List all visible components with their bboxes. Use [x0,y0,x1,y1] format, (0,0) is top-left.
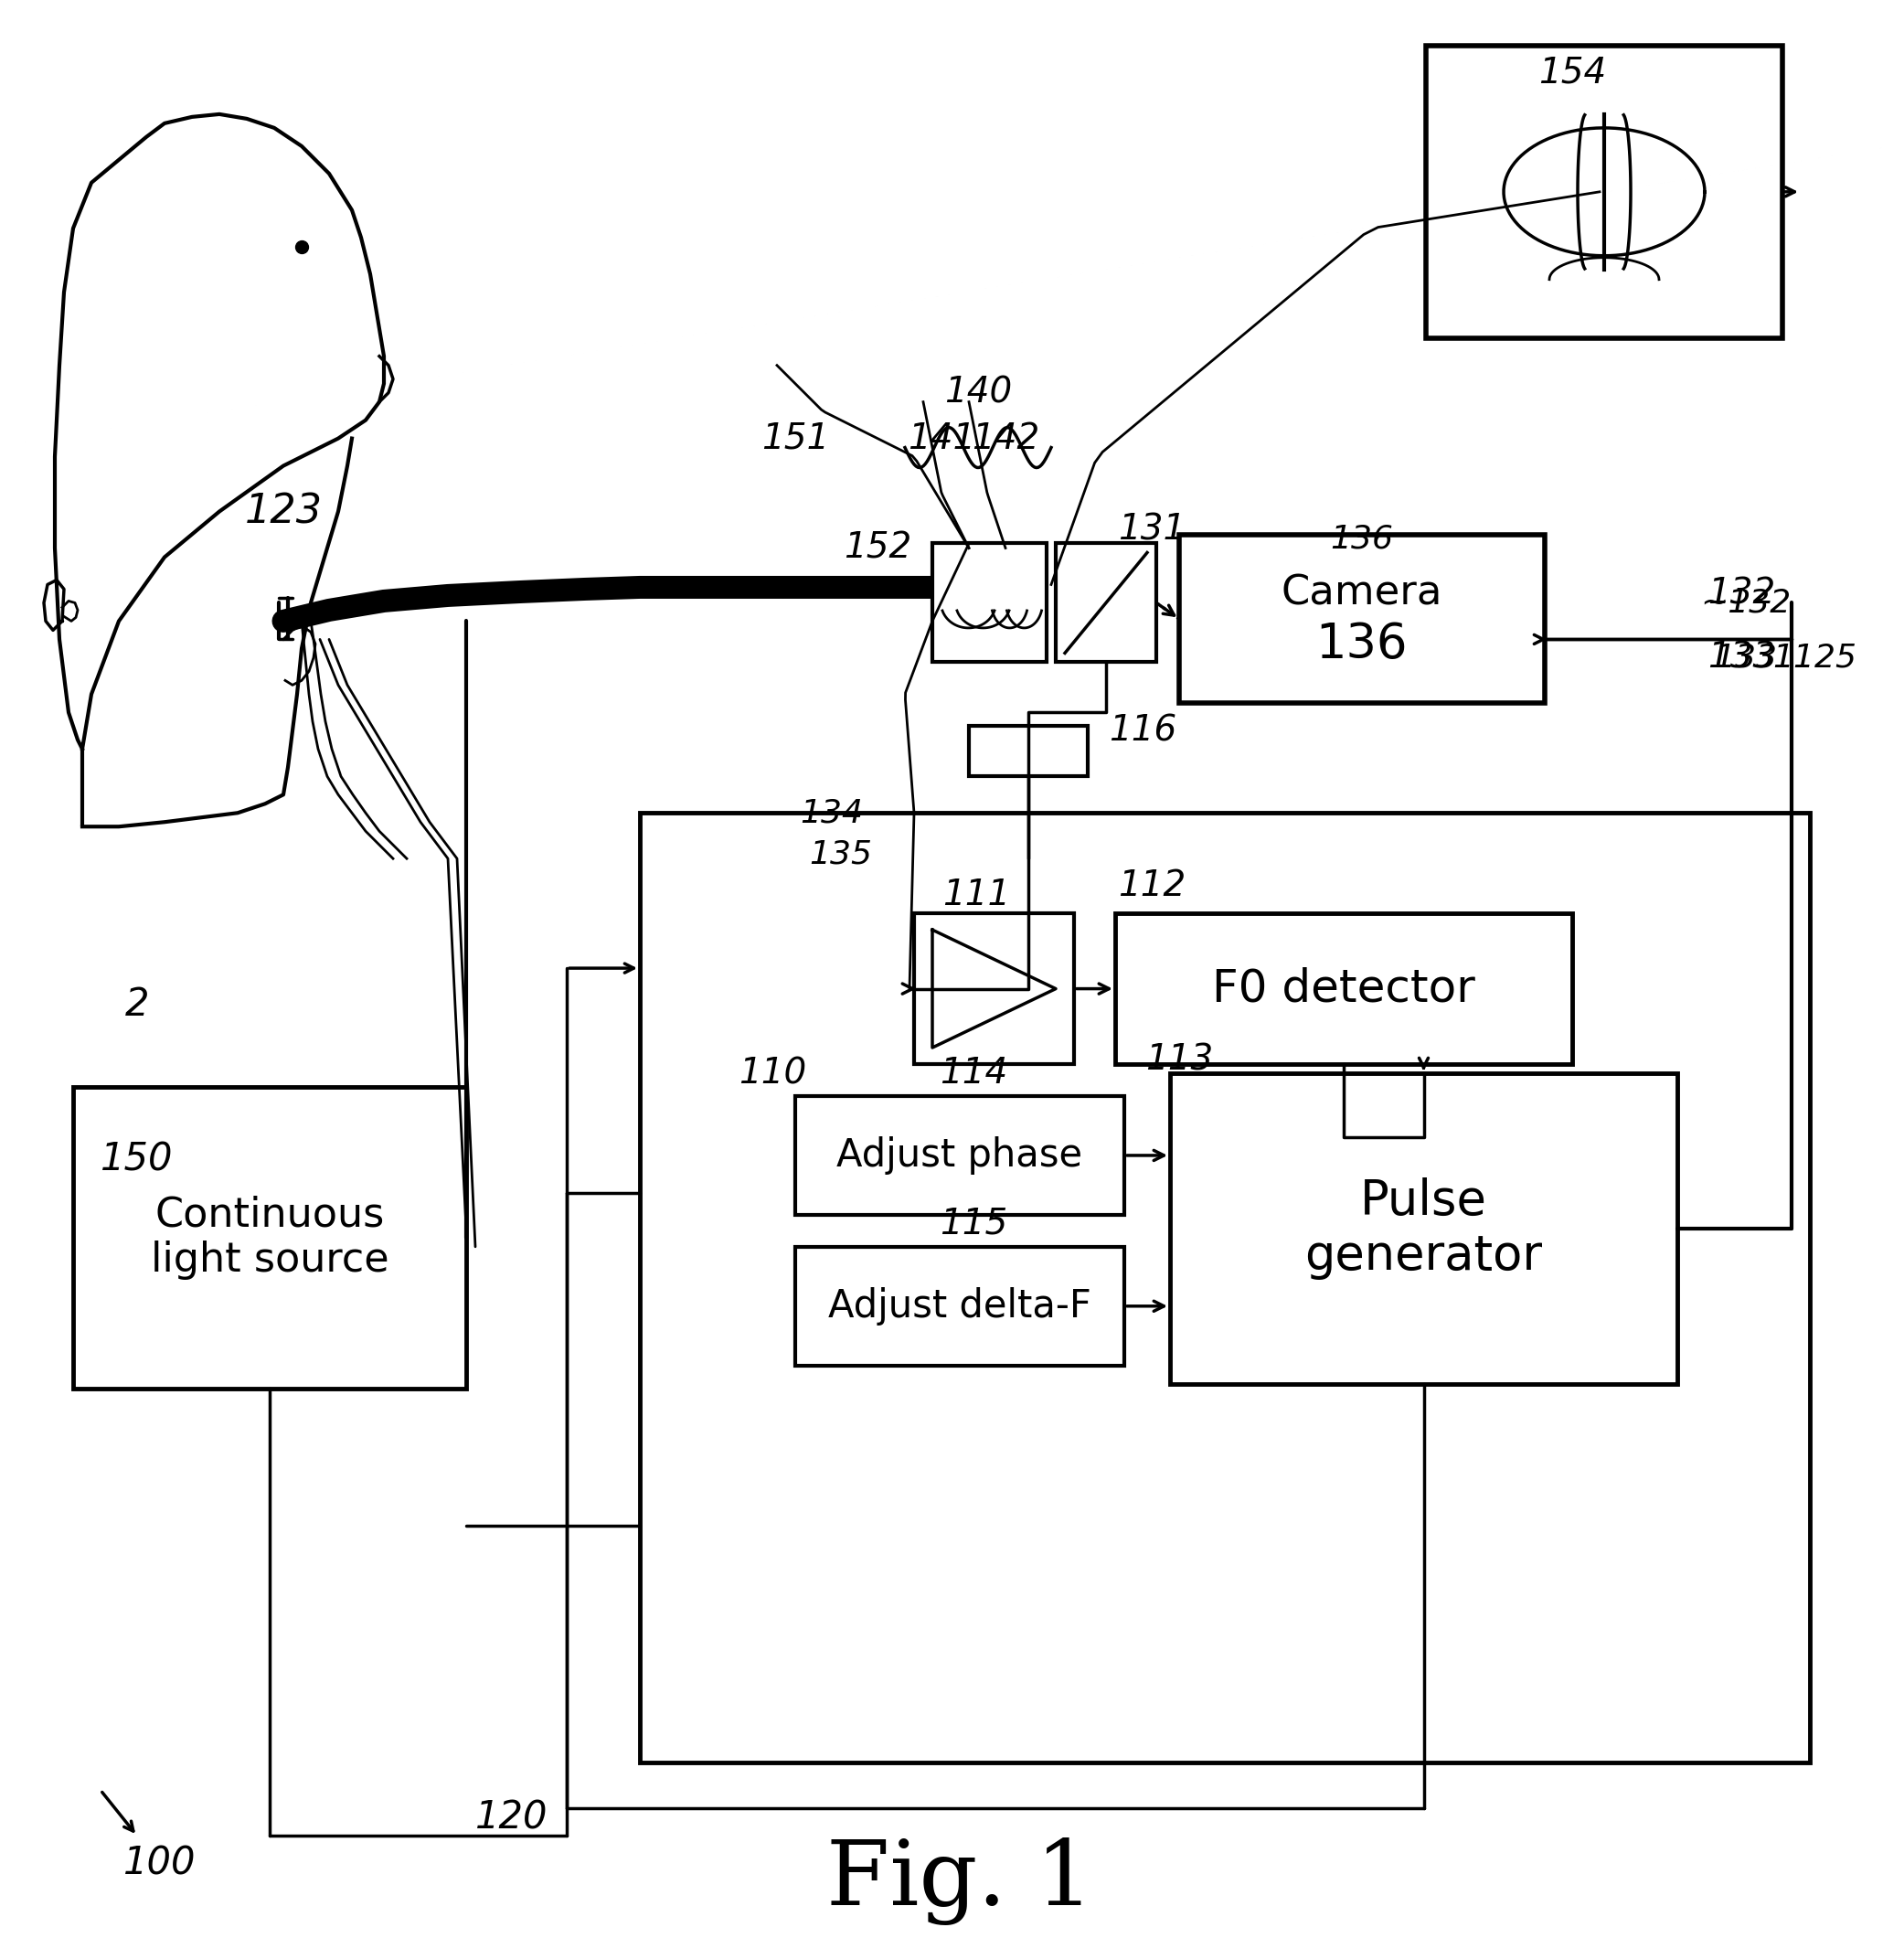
Text: Adjust delta-F: Adjust delta-F [828,1287,1091,1326]
Text: 112: 112 [1118,868,1186,903]
Text: Continuous
light source: Continuous light source [150,1196,388,1279]
Text: 142: 142 [971,421,1040,455]
Bar [969,727,1087,777]
Text: 134: 134 [800,797,863,828]
Bar [796,1097,1123,1215]
Bar [1055,543,1156,663]
Text: 132: 132 [1708,576,1775,610]
Text: 140: 140 [944,376,1013,411]
Text: Camera: Camera [1281,574,1443,612]
Text: F0 detector: F0 detector [1213,967,1476,1012]
Text: 1125: 1125 [1773,641,1856,672]
Bar [933,543,1047,663]
Text: 151: 151 [762,421,828,455]
Text: 100: 100 [124,1845,196,1882]
Bar [72,1087,466,1388]
Text: 150: 150 [101,1141,173,1178]
Text: Fig. 1: Fig. 1 [826,1837,1093,1926]
Text: 154: 154 [1538,56,1607,91]
Text: 111: 111 [942,878,1011,913]
Text: 135: 135 [809,839,872,870]
Text: 113: 113 [1144,1043,1213,1078]
Text: 120: 120 [476,1798,548,1837]
Text: 115: 115 [939,1207,1007,1242]
Text: 2: 2 [126,986,149,1023]
Bar [1169,1074,1677,1384]
Text: ~132: ~132 [1700,587,1792,618]
Text: 141: 141 [908,421,975,455]
Text: Adjust phase: Adjust phase [836,1136,1083,1174]
Text: 116: 116 [1108,713,1177,748]
Bar [1426,47,1782,337]
Text: 110: 110 [739,1056,805,1091]
Bar [914,913,1074,1064]
Text: Pulse
generator: Pulse generator [1304,1176,1542,1279]
Text: 133: 133 [1714,641,1778,672]
Bar [640,812,1811,1764]
Text: 136: 136 [1316,620,1407,669]
Text: 131: 131 [1118,512,1186,547]
Bar [1179,535,1544,703]
Text: 152: 152 [843,531,912,566]
Text: 133: 133 [1708,640,1775,674]
Text: 136: 136 [1331,523,1394,554]
Bar [796,1246,1123,1366]
Text: 114: 114 [939,1056,1007,1091]
Bar [1116,913,1573,1064]
Text: 123: 123 [244,492,322,531]
